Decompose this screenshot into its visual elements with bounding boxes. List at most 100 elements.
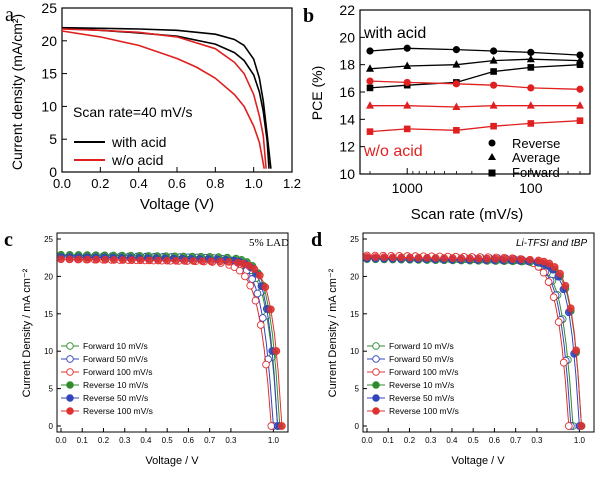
panel-b-point-reverse (452, 80, 460, 88)
panel-b-xtick-label: 1000 (392, 180, 423, 196)
panel-d-point (371, 253, 380, 261)
panel-b-point-reverse (366, 77, 374, 85)
panel-b-point-average (366, 64, 374, 72)
panel-b-ytick-label: 16 (339, 84, 355, 100)
panel-c-point (189, 257, 198, 265)
panel-b-point-forward (576, 117, 584, 124)
panel-d-legend-marker (372, 407, 380, 415)
panel-d-legend-marker (372, 394, 380, 402)
panel-d-legend-marker (372, 355, 380, 363)
panel-c-point (256, 321, 265, 329)
panel-d-point (517, 255, 526, 264)
panel-d-point (363, 253, 371, 261)
panel-c-point (92, 255, 101, 264)
legend-label-reverse: Reverse (512, 136, 560, 151)
panel-c-xtick-label: 0.4 (140, 436, 152, 445)
panel-c-legend-marker (66, 355, 74, 363)
panel-b-point-forward (490, 122, 497, 130)
panel-b-point-average (366, 101, 374, 109)
panel-c-point (163, 256, 171, 265)
panel-c-point (154, 256, 163, 265)
panel-c-point (216, 257, 224, 266)
panel-c-legend-marker (66, 407, 74, 415)
legend-marker-forward (488, 169, 496, 177)
panel-d-legend-label: Forward 10 mV/s (389, 341, 454, 351)
panel-c-ytick-label: 10 (44, 347, 53, 356)
panel-c-xtick-label: 1.0 (268, 436, 280, 445)
panel-a-ylabel: Current density (mA/cm²) (9, 14, 25, 170)
panel-c-legend-label: Forward 100 mV/s (83, 367, 152, 377)
panel-d-xtick-label: 0.0 (361, 436, 373, 445)
panel-c-point (172, 256, 180, 265)
panel-c-xtick-label: 0.3 (119, 436, 131, 445)
panel-d-xtick-label: 1.0 (574, 436, 586, 445)
panel-letter-d: d (311, 229, 322, 251)
panel-c-ylabel: Current Density / mA cm⁻² (21, 268, 33, 397)
panel-d-point (556, 269, 564, 278)
panel-c-xtick-label: 0.5 (162, 436, 174, 445)
panel-d-point (561, 281, 570, 290)
panel-d-ytick-label: 25 (350, 235, 359, 244)
legend-marker-average (488, 153, 496, 160)
panel-b-ytick-label: 22 (339, 2, 355, 18)
legend-label-wo-acid: w/o acid (111, 152, 163, 168)
panel-c-point (180, 257, 189, 265)
panel-a-ytick-label: 5 (49, 131, 57, 147)
panel-c: 5% LAD Voltage / V Current Density / mA … (21, 232, 289, 467)
panel-b-point-forward (527, 120, 535, 127)
panel-d-xtick-label: 0.3 (531, 436, 543, 445)
panel-a-series-line-1 (61, 26, 272, 169)
panel-c-point (272, 347, 281, 355)
panel-b-xlabel: Scan rate (mV/s) (411, 206, 524, 223)
panel-d-ylabel: Current Density / mA cm⁻² (327, 268, 339, 397)
panel-b-ytick-label: 12 (339, 139, 355, 155)
panel-c-point (207, 257, 216, 266)
panel-d-point (474, 254, 483, 263)
panel-b-point-average (576, 101, 584, 109)
panel-d-legend-label: Forward 50 mV/s (389, 354, 454, 364)
panel-c-point (118, 256, 127, 264)
panel-b-point-reverse (527, 48, 535, 56)
panel-b-series-line-2 (369, 58, 581, 70)
panel-b-point-forward (453, 126, 460, 134)
panel-c-point (83, 255, 92, 264)
panel-d-point (423, 253, 431, 262)
panel-d-legend-label: Reverse 10 mV/s (389, 380, 454, 390)
panel-c-ytick-label: 20 (44, 272, 53, 281)
panel-a: Voltage (V) Current density (mA/cm²) Sca… (9, 0, 301, 213)
panel-a-xtick-label: 0.8 (206, 176, 224, 191)
panel-a-series-line-3 (61, 28, 267, 169)
panel-b-ytick-label: 20 (339, 29, 355, 45)
panel-c-point (255, 271, 264, 280)
panel-b-point-reverse (366, 47, 374, 55)
panel-d-xtick-label: 0.1 (383, 436, 395, 445)
panel-b-series-line-1 (369, 47, 581, 56)
panel-d-point (544, 278, 553, 286)
panel-d-legend-marker (372, 381, 380, 389)
panel-b-series-line-4 (369, 80, 581, 90)
panel-b-ytick-label: 18 (339, 57, 355, 73)
panel-d-legend-label: Reverse 100 mV/s (389, 406, 459, 416)
panel-b-point-reverse (527, 84, 535, 92)
panel-b-point-average (489, 101, 498, 109)
panel-d-point (526, 255, 534, 264)
panel-a-frame (61, 7, 293, 173)
legend-marker-reverse (488, 139, 496, 147)
panel-d-frame (362, 232, 595, 433)
panel-c-xtick-label: 0.7 (204, 436, 216, 445)
panel-c-point (258, 314, 267, 322)
panel-c-point (57, 255, 65, 264)
panel-d-point (539, 268, 548, 277)
panel-d-point (483, 254, 491, 263)
panel-d-legend-marker (372, 368, 380, 376)
panel-c-point (136, 256, 145, 265)
panel-a-series-line-4 (61, 30, 265, 169)
panel-d-point (564, 422, 573, 430)
panel-d-point (431, 254, 440, 262)
panel-c-point (127, 256, 136, 265)
panel-b-series-line-6 (369, 120, 581, 133)
panel-c-point (110, 256, 118, 264)
panel-d-xtick-label: 0.5 (468, 436, 480, 445)
panel-d-point (509, 255, 517, 263)
